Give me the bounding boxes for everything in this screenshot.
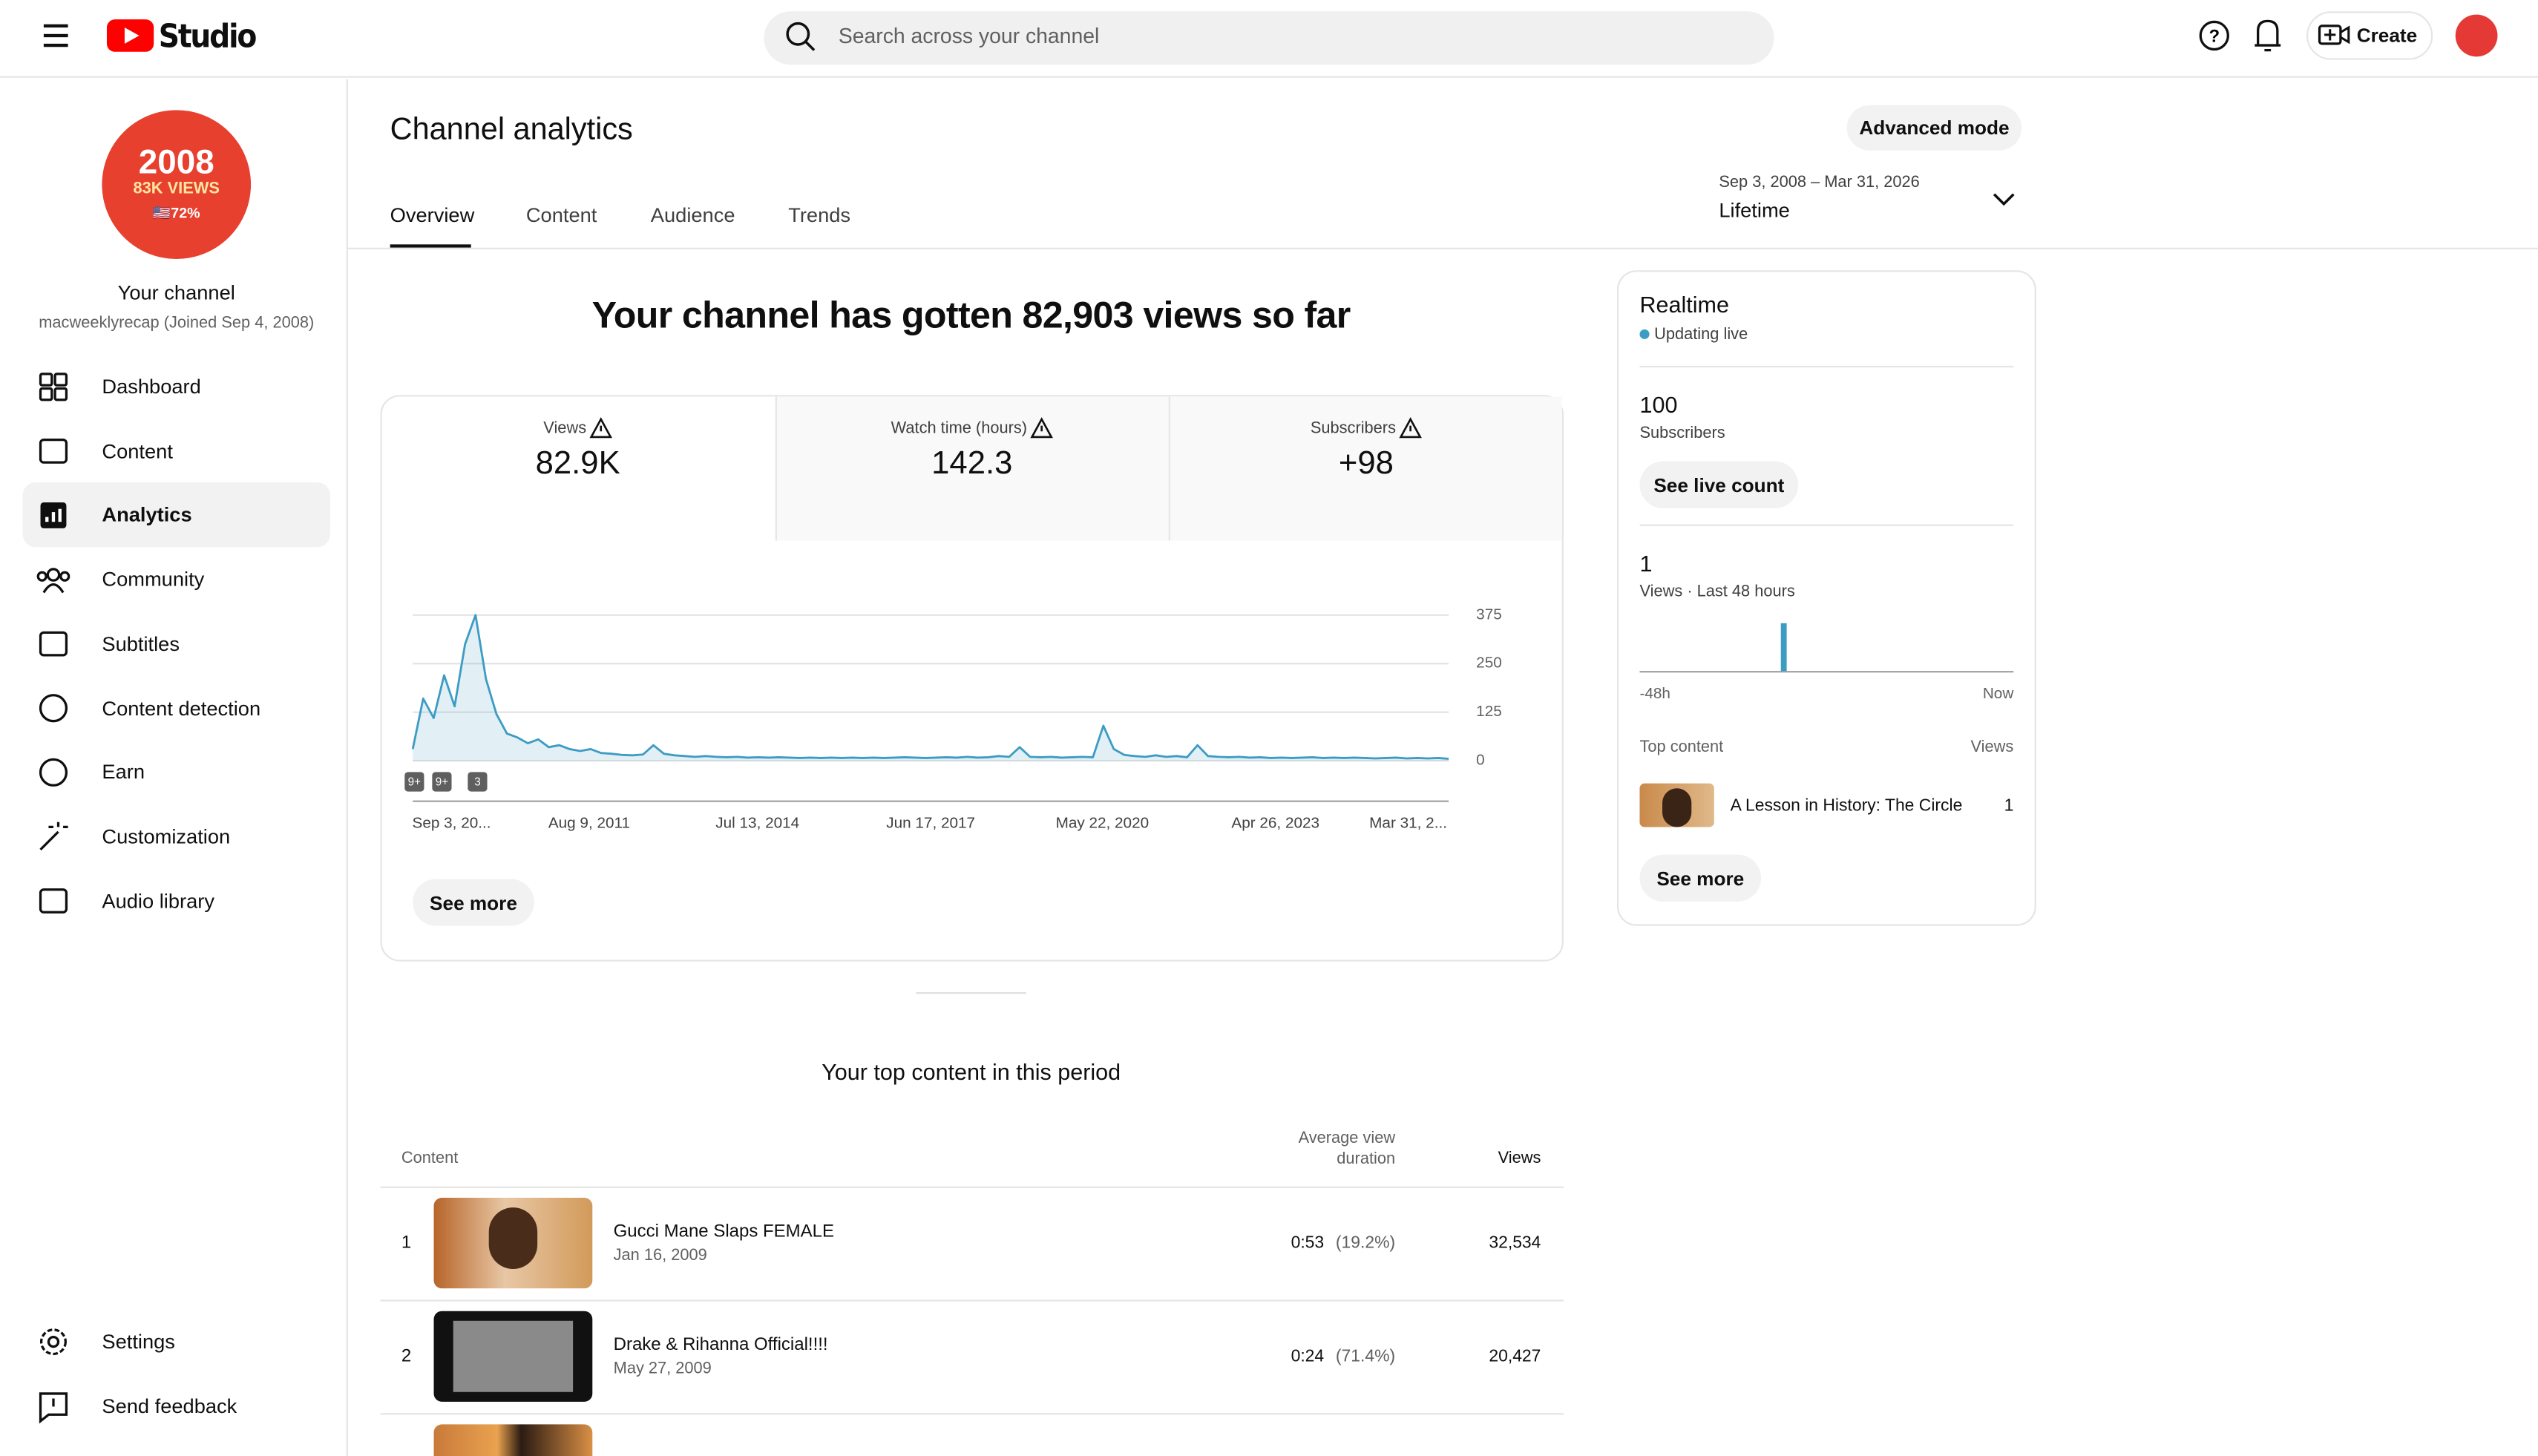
realtime-item-views: 1	[2004, 796, 2014, 816]
nav-footer-item[interactable]: Send feedback	[102, 1395, 237, 1418]
date-period: Lifetime	[1719, 199, 1790, 222]
tab[interactable]: Overview	[390, 203, 475, 227]
create-label[interactable]: Create	[2356, 24, 2418, 47]
search-placeholder: Search across your channel	[838, 23, 1100, 48]
metric-tab-bg	[775, 396, 1169, 541]
row-rank: 1	[401, 1233, 412, 1253]
realtime-views-label: Views · Last 48 hours	[1639, 583, 1795, 602]
advanced-mode-button-label[interactable]: Advanced mode	[1859, 117, 2010, 140]
column-header: Content	[401, 1150, 459, 1168]
nav-item[interactable]: Earn	[102, 761, 145, 784]
row-views: 32,534	[1489, 1233, 1541, 1253]
nav-item[interactable]: Analytics	[102, 504, 192, 527]
section-divider	[916, 992, 1026, 994]
metric-label[interactable]: Views	[543, 420, 587, 438]
column-header: Average view duration	[1298, 1129, 1396, 1169]
nav-item[interactable]: Audio library	[102, 889, 214, 913]
page-divider	[347, 247, 2538, 249]
thumbnail-face	[488, 1207, 538, 1269]
column-header: Views	[1498, 1150, 1541, 1168]
realtime-subscribers: 100	[1639, 391, 1678, 418]
tab[interactable]: Trends	[788, 203, 851, 227]
search-box[interactable]	[764, 11, 1774, 65]
nav-item[interactable]: Community	[102, 568, 205, 591]
page-title: Channel analytics	[390, 113, 633, 148]
row-title[interactable]: Gucci Mane Slaps FEMALE	[613, 1221, 835, 1242]
overview-card	[380, 395, 1564, 962]
avatar-year: 2008	[138, 144, 214, 182]
realtime-subscribers-label: Subscribers	[1639, 424, 1725, 443]
row-divider	[380, 1413, 1564, 1415]
tab[interactable]: Audience	[650, 203, 735, 227]
sidebar	[0, 79, 348, 1456]
realtime-item-title[interactable]: A Lesson in History: The Circle	[1730, 796, 1963, 816]
realtime-title: Realtime	[1639, 291, 1729, 318]
nav-item[interactable]: Dashboard	[102, 376, 201, 399]
row-divider	[380, 1299, 1564, 1302]
headline: Your channel has gotten 82,903 views so …	[591, 293, 1351, 336]
realtime-divider	[1639, 365, 2014, 368]
realtime-thumbnail[interactable]	[1639, 783, 1714, 827]
row-rank: 2	[401, 1346, 412, 1366]
row-date: Jan 16, 2009	[613, 1247, 707, 1265]
see-more-button[interactable]	[413, 879, 534, 926]
realtime-see-more-button[interactable]	[1639, 854, 1762, 902]
realtime-divider	[1639, 524, 2014, 526]
nav-item[interactable]: Content	[102, 439, 173, 463]
avatar-pct: 🇺🇸72%	[152, 204, 200, 221]
nav-item-active-bg	[22, 482, 330, 548]
realtime-see-more-button-label[interactable]: See more	[1656, 866, 1745, 890]
metric-value[interactable]: 142.3	[931, 445, 1013, 482]
see-live-count-button[interactable]	[1639, 461, 1799, 508]
tab-underline	[390, 244, 471, 248]
channel-subtitle: macweeklyrecap (Joined Sep 4, 2008)	[39, 315, 315, 333]
top-content-label: Top content	[1639, 738, 1724, 757]
metric-label[interactable]: Watch time (hours)	[891, 420, 1028, 438]
row-views: 20,427	[1489, 1346, 1541, 1366]
realtime-end-label: Now	[1982, 685, 2014, 704]
row-avd-pct: (71.4%)	[1335, 1346, 1396, 1366]
realtime-status: Updating live	[1654, 326, 1748, 344]
row-thumbnail[interactable]	[433, 1311, 593, 1402]
see-more-button-label[interactable]: See more	[430, 891, 517, 914]
logo-text: Studio	[158, 16, 258, 56]
nav-footer-item[interactable]: Settings	[102, 1330, 175, 1354]
row-avd: 0:24	[1291, 1346, 1325, 1366]
row-thumbnail-partial	[433, 1424, 593, 1456]
nav-item[interactable]: Customization	[102, 825, 231, 848]
nav-item[interactable]: Content detection	[102, 696, 261, 720]
row-title[interactable]: Drake & Rihanna Official!!!!	[613, 1335, 828, 1355]
row-divider	[380, 1186, 1564, 1188]
metric-label[interactable]: Subscribers	[1310, 420, 1397, 438]
thumbnail-inner	[453, 1320, 574, 1392]
top-content-title: Your top content in this period	[822, 1058, 1121, 1085]
create-button[interactable]	[2306, 11, 2433, 60]
tab[interactable]: Content	[525, 203, 597, 227]
avatar-views: 83K VIEWS	[133, 180, 220, 199]
thumbnail-face	[1662, 788, 1692, 827]
metric-value[interactable]: +98	[1338, 445, 1394, 482]
row-thumbnail[interactable]	[433, 1198, 593, 1289]
channel-title: Your channel	[117, 281, 235, 305]
dropdown-chevron	[1993, 193, 2015, 206]
realtime-views: 1	[1639, 550, 1653, 577]
date-range: Sep 3, 2008 – Mar 31, 2026	[1719, 174, 1920, 192]
row-date: May 27, 2009	[613, 1360, 712, 1379]
nav-item[interactable]: Subtitles	[102, 632, 180, 655]
views-column-label: Views	[1970, 738, 2014, 757]
advanced-mode-button[interactable]	[1846, 105, 2022, 151]
realtime-start-label: -48h	[1639, 685, 1670, 704]
see-live-count-button-label[interactable]: See live count	[1653, 473, 1785, 496]
metric-tab-bg-end	[1168, 396, 1562, 541]
row-avd: 0:53	[1291, 1233, 1325, 1253]
row-avd-pct: (19.2%)	[1335, 1233, 1396, 1253]
realtime-card	[1616, 270, 2036, 926]
metric-value[interactable]: 82.9K	[535, 445, 620, 482]
